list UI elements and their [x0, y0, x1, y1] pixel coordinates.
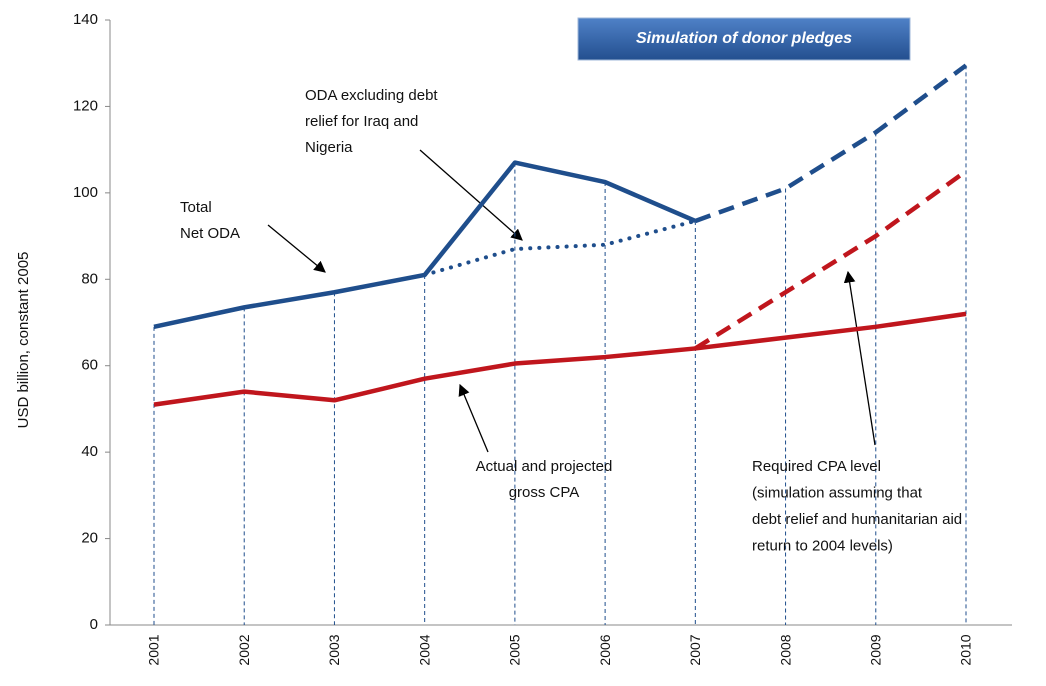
annotation: relief for Iraq and	[305, 113, 418, 130]
y-axis-label: USD billion, constant 2005	[15, 252, 32, 429]
y-tick-label: 20	[81, 530, 98, 547]
arrow	[843, 270, 876, 446]
title-box	[577, 17, 911, 61]
arrow	[458, 383, 489, 453]
x-tick-label: 2002	[236, 634, 252, 665]
x-tick-label: 2005	[507, 634, 523, 665]
series-line	[694, 169, 968, 351]
annotation: return to 2004 levels)	[752, 537, 893, 554]
y-tick-label: 100	[73, 184, 98, 201]
y-tick-label: 80	[81, 270, 98, 287]
y-tick-label: 40	[81, 443, 98, 460]
annotation: Nigeria	[305, 139, 353, 156]
x-tick-label: 2007	[687, 634, 703, 665]
x-tick-label: 2003	[326, 634, 342, 665]
y-tick-label: 60	[81, 357, 98, 374]
arrow	[267, 224, 326, 273]
series-line	[153, 311, 967, 407]
arrow	[419, 149, 523, 241]
annotation: debt relief and humanitarian aid	[752, 511, 962, 528]
y-tick-label: 120	[73, 97, 98, 114]
series-line	[694, 63, 968, 224]
annotation: Total	[180, 199, 212, 216]
x-tick-label: 2008	[777, 634, 793, 665]
annotation: ODA excluding debt	[305, 87, 438, 104]
x-tick-label: 2009	[867, 634, 883, 665]
y-tick-label: 0	[90, 616, 98, 633]
x-tick-label: 2010	[958, 634, 974, 665]
series-line	[422, 218, 698, 277]
annotation: Required CPA level	[752, 458, 881, 475]
annotation: gross CPA	[509, 484, 580, 501]
annotation: (simulation assuming that	[752, 484, 923, 501]
y-tick-label: 140	[73, 11, 98, 28]
x-tick-label: 2006	[597, 634, 613, 665]
annotation: Net ODA	[180, 225, 240, 242]
arrows	[267, 149, 876, 453]
box-title: Simulation of donor pledges	[636, 30, 852, 47]
x-tick-label: 2004	[416, 634, 432, 665]
series-line	[153, 160, 697, 330]
annotation: Actual and projected	[476, 458, 613, 475]
x-tick-label: 2001	[146, 634, 162, 665]
